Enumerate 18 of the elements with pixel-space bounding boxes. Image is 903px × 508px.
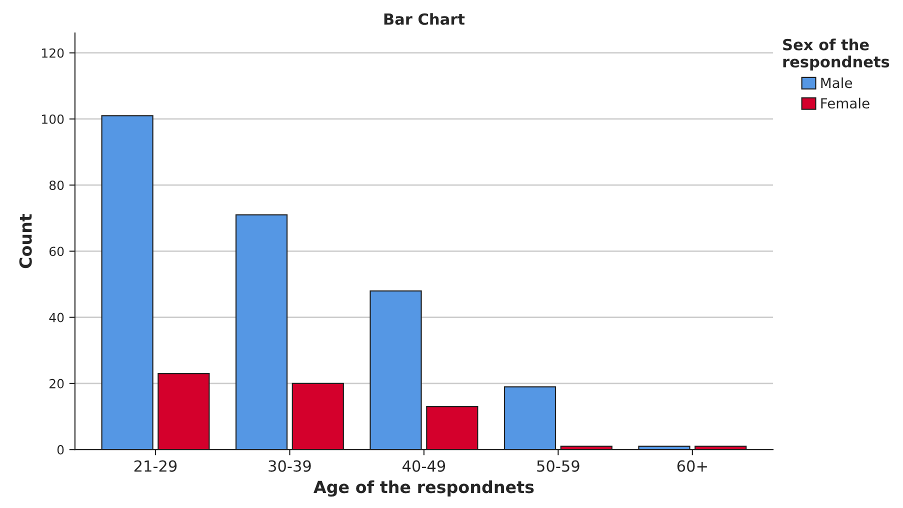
y-tick-label: 20 <box>50 378 64 388</box>
y-tick-label: 0 <box>57 445 64 455</box>
x-tick-label: 30-39 <box>268 460 311 472</box>
y-tick-label: 40 <box>49 312 64 322</box>
y-tick-label: 60 <box>50 246 64 256</box>
y-tick-label: 120 <box>42 48 64 58</box>
chart-title: Bar Chart <box>384 13 465 25</box>
legend-label: Male <box>821 77 852 88</box>
y-tick-label: 100 <box>42 114 64 124</box>
y-tick-label: 80 <box>49 180 64 190</box>
legend-title: Sex of the respondnets <box>783 38 890 70</box>
legend-label: Female <box>821 98 870 109</box>
x-tick-label: 21-29 <box>134 460 177 472</box>
x-axis-title: Age of the respondnets <box>314 480 534 497</box>
x-tick-label: 40-49 <box>402 460 446 472</box>
y-axis-title: Count <box>19 214 32 268</box>
x-tick-label: 60+ <box>677 460 707 472</box>
x-tick-label: 50-59 <box>537 460 580 472</box>
